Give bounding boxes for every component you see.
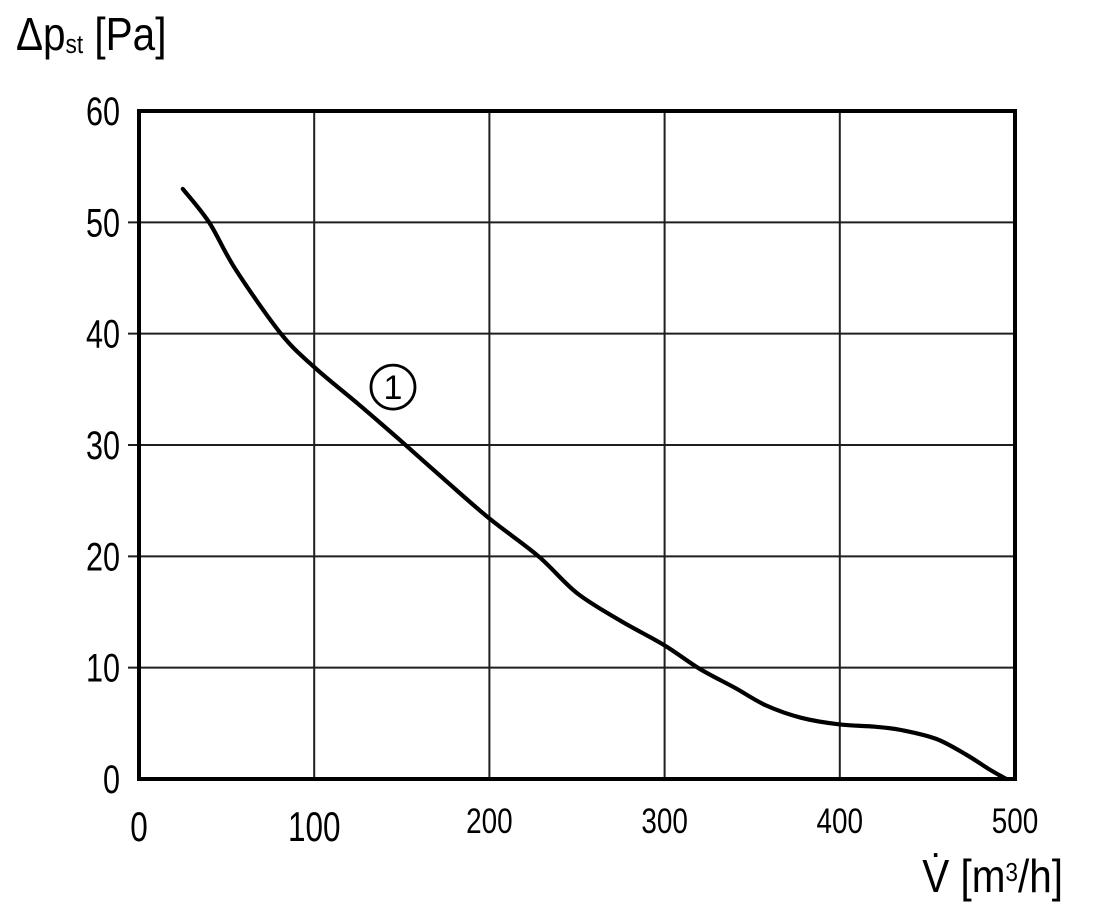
x-tick-label-100: 100	[288, 803, 341, 850]
y-tick-label-30: 30	[86, 424, 120, 468]
axes-frame	[137, 109, 1017, 781]
x-axis-title-superscript: 3	[1005, 859, 1018, 888]
y-tick-label-10: 10	[86, 647, 120, 691]
x-axis-title-symbol: V̇ [m	[922, 850, 1006, 902]
curve-1-marker-label: 1	[384, 369, 403, 407]
x-tick-label-200: 200	[466, 802, 513, 841]
x-tick-label-400: 400	[817, 802, 864, 841]
y-tick-label-20: 20	[86, 535, 120, 579]
x-axis-title-unit: /h]	[1017, 850, 1063, 902]
y-tick-label-50: 50	[86, 201, 120, 245]
x-axis-title: V̇ [m3/h]	[922, 852, 1063, 900]
x-tick-label-0: 0	[130, 803, 148, 850]
curve-1-marker-circle	[369, 363, 417, 411]
fan-curve-1	[180, 186, 1009, 782]
y-axis-title: Δpst [Pa]	[16, 10, 166, 59]
y-tick-label-40: 40	[86, 313, 120, 357]
x-tick-label-500: 500	[992, 802, 1039, 841]
y-axis-title-subscript: st	[65, 31, 84, 60]
y-tick-label-0: 0	[103, 758, 120, 802]
x-tick-label-300: 300	[641, 802, 688, 841]
y-tick-label-60: 60	[86, 90, 120, 134]
y-axis-title-symbol: Δp	[16, 8, 66, 60]
y-axis-title-unit: [Pa]	[83, 8, 167, 60]
